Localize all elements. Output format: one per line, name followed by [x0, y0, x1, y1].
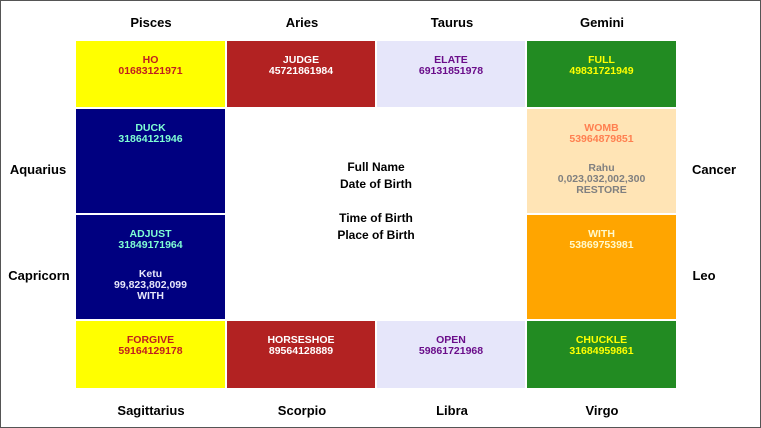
sign-label-taurus: Taurus	[430, 15, 474, 30]
center-birth-details: Full Name Date of Birth Time of Birth Pl…	[227, 109, 525, 319]
house-number: 45721861984	[268, 65, 334, 77]
house-word: JUDGE	[282, 54, 320, 66]
planet-block-rahu: Rahu 0,023,032,002,300 RESTORE	[527, 163, 676, 196]
house-word: ELATE	[434, 54, 468, 66]
house-number: 59164129178	[118, 345, 183, 357]
house-word: FULL	[588, 54, 615, 66]
house-word: DUCK	[135, 122, 166, 134]
house-word: OPEN	[436, 334, 466, 346]
time-of-birth-label: Time of Birth	[339, 211, 413, 225]
house-taurus: ELATE 69131851978	[377, 41, 525, 107]
sign-label-cancer: Cancer	[691, 162, 737, 177]
sign-label-libra: Libra	[436, 403, 468, 418]
house-word: FORGIVE	[126, 334, 175, 346]
house-cancer: WOMB 53964879851 Rahu 0,023,032,002,300 …	[527, 109, 676, 213]
sign-label-gemini: Gemini	[579, 15, 625, 30]
planet-degrees: 99,823,802,099	[114, 279, 187, 291]
house-number: 01683121971	[118, 65, 183, 77]
sign-label-sagittarius: Sagittarius	[117, 403, 185, 418]
house-sagittarius: FORGIVE 59164129178	[76, 321, 225, 388]
planet-name: Ketu	[138, 268, 163, 280]
house-gemini: FULL 49831721949	[527, 41, 676, 107]
planet-word: WITH	[137, 290, 164, 302]
house-number: 59861721968	[418, 345, 484, 357]
sign-label-capricorn: Capricorn	[8, 268, 70, 283]
date-of-birth-label: Date of Birth	[340, 177, 412, 191]
house-leo: WITH 53869753981	[527, 215, 676, 319]
sign-label-pisces: Pisces	[130, 15, 172, 30]
house-number: 31864121946	[118, 133, 183, 145]
sign-label-leo: Leo	[692, 268, 716, 283]
full-name-label: Full Name	[347, 160, 405, 174]
planet-word: RESTORE	[576, 184, 627, 196]
sign-label-virgo: Virgo	[585, 403, 619, 418]
house-number: 53869753981	[569, 239, 634, 251]
house-word: HORSESHOE	[267, 334, 335, 346]
house-pisces: HO 01683121971	[76, 41, 225, 107]
house-number: 31849171964	[118, 239, 183, 251]
house-word: WOMB	[584, 122, 619, 134]
house-aquarius: DUCK 31864121946	[76, 109, 225, 213]
house-word: ADJUST	[129, 228, 172, 240]
place-of-birth-label: Place of Birth	[337, 228, 415, 242]
house-virgo: CHUCKLE 31684959861	[527, 321, 676, 388]
sign-label-aries: Aries	[285, 15, 319, 30]
house-libra: OPEN 59861721968	[377, 321, 525, 388]
house-number: 69131851978	[418, 65, 484, 77]
planet-name: Rahu	[588, 162, 615, 174]
house-aries: JUDGE 45721861984	[227, 41, 375, 107]
house-word: CHUCKLE	[575, 334, 628, 346]
sign-label-scorpio: Scorpio	[277, 403, 327, 418]
house-capricorn: ADJUST 31849171964 Ketu 99,823,802,099 W…	[76, 215, 225, 319]
planet-degrees: 0,023,032,002,300	[557, 173, 646, 185]
house-number: 53964879851	[569, 133, 634, 145]
planet-block-ketu: Ketu 99,823,802,099 WITH	[76, 269, 225, 302]
house-number: 89564128889	[268, 345, 334, 357]
house-number: 49831721949	[569, 65, 634, 77]
sign-label-aquarius: Aquarius	[9, 162, 67, 177]
house-word: WITH	[588, 228, 615, 240]
house-number: 31684959861	[569, 345, 634, 357]
house-word: HO	[142, 54, 159, 66]
house-scorpio: HORSESHOE 89564128889	[227, 321, 375, 388]
